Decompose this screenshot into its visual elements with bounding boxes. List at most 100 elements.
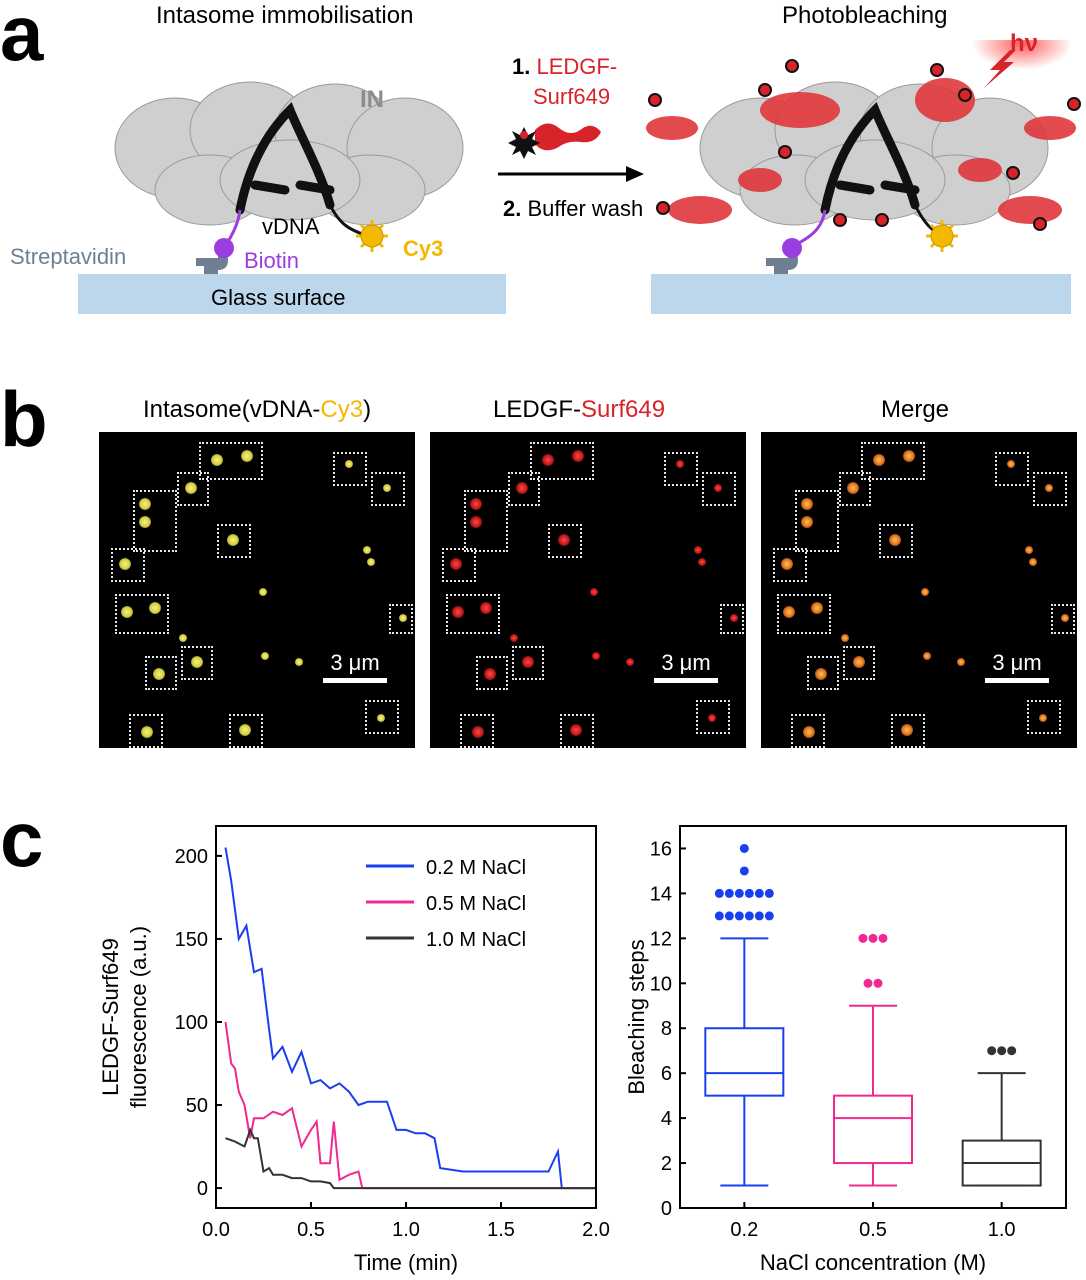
fluorescent-spot xyxy=(694,546,702,554)
glass-surface-left xyxy=(78,274,506,314)
fluorescent-spot xyxy=(119,558,131,570)
scale-label-surf649: 3 μm xyxy=(661,650,711,675)
ledgf-bound-right xyxy=(646,78,1076,224)
selection-box xyxy=(181,646,213,680)
fluorescent-spot xyxy=(450,558,462,570)
outlier-point-0 xyxy=(739,866,749,876)
label-glass-surface: Glass surface xyxy=(211,285,346,310)
outlier-point-0 xyxy=(734,888,744,898)
y-tick-label: 8 xyxy=(661,1018,672,1040)
selection-box xyxy=(217,524,251,558)
fluorescent-spot xyxy=(211,454,223,466)
selection-box xyxy=(891,714,925,748)
fluorescent-spot xyxy=(803,726,815,738)
cy3-icon-right xyxy=(926,220,958,252)
fluorescent-spot xyxy=(510,634,518,642)
step2-label: 2. Buffer wash xyxy=(503,196,643,222)
selection-box xyxy=(995,452,1029,486)
scale-bar-merge: 3 μm xyxy=(962,650,1072,683)
fluorescent-spot xyxy=(121,606,133,618)
step1-label: 1. LEDGF- xyxy=(512,54,617,80)
box-iqr-0 xyxy=(704,1027,785,1097)
outlier-point-0 xyxy=(764,911,774,921)
title-cy3-suffix: ) xyxy=(363,396,372,423)
fluorescent-spot xyxy=(801,498,813,510)
photon-glow xyxy=(972,40,1072,70)
fluorescent-spot xyxy=(149,602,161,614)
y-tick-label: 10 xyxy=(650,973,672,995)
line-chart-fluorescence: 0.0 0.5 1.0 1.5 2.0 0 50 100 150 200 Time (min) LED… xyxy=(98,825,610,1275)
panel-b-title-surf649: LEDGF-Surf649 xyxy=(493,396,665,424)
glass-surface-right xyxy=(651,274,1071,314)
y-tick-label: 2 xyxy=(661,1153,672,1175)
y-tick-label: 4 xyxy=(661,1108,672,1130)
title-surf-prefix: LEDGF- xyxy=(493,396,582,423)
selection-box xyxy=(115,594,169,634)
selection-box xyxy=(548,524,582,558)
panel-a-letter: a xyxy=(0,0,44,77)
selection-box xyxy=(696,700,730,734)
y-tick-label: 0 xyxy=(197,1178,208,1200)
y-axis-label-line2: fluorescence (a.u.) xyxy=(126,926,151,1108)
title-cy3-prefix: Intasome(vDNA- xyxy=(143,396,321,423)
step1-text-line1: LEDGF- xyxy=(536,54,618,79)
fluorescent-spot xyxy=(1007,460,1015,468)
selection-box xyxy=(145,656,177,690)
fluorescent-spot xyxy=(570,724,582,736)
x-tick-label: 0.5 xyxy=(859,1219,887,1241)
label-biotin: Biotin xyxy=(244,248,300,273)
panel-b-title-cy3: Intasome(vDNA-Cy3) xyxy=(143,396,371,424)
microscopy-image-cy3 xyxy=(99,432,415,748)
fluorescent-spot xyxy=(923,652,931,660)
fluorescent-spot xyxy=(542,454,554,466)
outlier-point-0 xyxy=(714,911,724,921)
fluorescent-spot xyxy=(783,606,795,618)
outlier-point-1 xyxy=(878,933,888,943)
lightning-icon xyxy=(984,50,1016,88)
fluorescent-spot xyxy=(363,546,371,554)
x-axis-label: NaCl concentration (M) xyxy=(760,1250,986,1275)
outlier-point-0 xyxy=(744,911,754,921)
fluorescent-spot xyxy=(259,588,267,596)
fluorescent-spot xyxy=(472,726,484,738)
outlier-point-2 xyxy=(1007,1046,1017,1056)
outlier-point-1 xyxy=(868,933,878,943)
selection-box xyxy=(702,472,736,506)
y-axis-label: Bleaching steps xyxy=(624,939,649,1094)
fluorescent-spot xyxy=(399,614,407,622)
fluorescent-spot xyxy=(1025,546,1033,554)
fluorescent-spot xyxy=(714,484,722,492)
selection-box xyxy=(530,442,594,480)
selection-box xyxy=(843,646,875,680)
outlier-point-1 xyxy=(863,978,873,988)
fluorescent-spot xyxy=(470,516,482,528)
x-tick-label: 1.0 xyxy=(988,1219,1016,1241)
scale-label-merge: 3 μm xyxy=(992,650,1042,675)
series-line-0 xyxy=(224,847,596,1190)
step1-text-line2: Surf649 xyxy=(533,84,611,109)
fluorescent-spot xyxy=(470,498,482,510)
selection-box xyxy=(879,524,913,558)
fluorescent-spot xyxy=(901,724,913,736)
integrase-protein-left xyxy=(114,81,464,226)
outlier-point-0 xyxy=(734,911,744,921)
selection-box xyxy=(1033,472,1067,506)
fluorescent-spot xyxy=(781,558,793,570)
outlier-point-0 xyxy=(744,888,754,898)
ledgf-protein-icon xyxy=(508,123,601,159)
fluorescent-spot xyxy=(480,602,492,614)
label-vdna: vDNA xyxy=(262,214,320,239)
fluorescent-spot xyxy=(367,558,375,566)
fluorescent-spot xyxy=(730,614,738,622)
fluorescent-spot xyxy=(484,668,496,680)
outlier-point-2 xyxy=(987,1046,997,1056)
fluorescent-spot xyxy=(153,668,165,680)
scale-bar-cy3: 3 μm xyxy=(300,650,410,683)
fluorescent-spot xyxy=(708,714,716,722)
selection-box xyxy=(199,442,263,480)
panel-b-letter: b xyxy=(0,375,48,463)
fluorescent-spot xyxy=(139,516,151,528)
fluorescent-spot xyxy=(1029,558,1037,566)
biotin-icon-left xyxy=(214,238,234,258)
fluorescent-spot xyxy=(841,634,849,642)
